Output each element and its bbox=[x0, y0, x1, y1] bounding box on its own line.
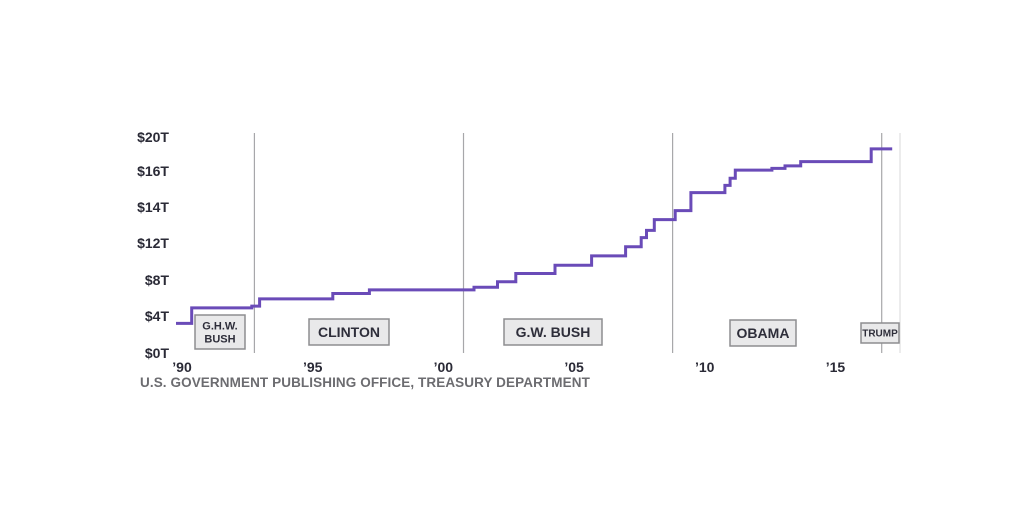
era-box bbox=[194, 314, 246, 350]
era-box bbox=[729, 319, 797, 347]
y-tick-label: $14T bbox=[137, 199, 169, 215]
x-tick-label: ’10 bbox=[695, 359, 715, 375]
y-tick-label: $0T bbox=[145, 345, 170, 361]
debt-series-line bbox=[176, 147, 893, 325]
era-dividers bbox=[253, 133, 901, 353]
y-tick-label: $12T bbox=[137, 235, 169, 251]
era-label-text: CLINTON bbox=[318, 324, 380, 340]
era-label-text: TRUMP bbox=[862, 329, 898, 340]
x-tick-label: ’00 bbox=[434, 359, 454, 375]
x-tick-label: ’05 bbox=[564, 359, 584, 375]
x-tick-label: ’15 bbox=[826, 359, 846, 375]
y-tick-label: $20T bbox=[137, 129, 169, 145]
era-box bbox=[503, 318, 603, 346]
y-tick-label: $4T bbox=[145, 308, 170, 324]
series-line-group bbox=[176, 147, 893, 325]
y-axis: $0T $4T $8T $12T $14T $16T $20T bbox=[137, 129, 169, 361]
era-label-text: BUSH bbox=[204, 333, 235, 345]
era-label-text: G.H.W. bbox=[202, 320, 237, 332]
era-label-obama: OBAMA bbox=[729, 319, 797, 347]
x-tick-label: ’90 bbox=[172, 359, 192, 375]
era-label-text: OBAMA bbox=[737, 325, 790, 341]
era-labels: G.H.W.BUSH CLINTON G.W. BUSH OBAMA TRUMP bbox=[194, 314, 900, 350]
era-label-g-h-w-bush: G.H.W.BUSH bbox=[194, 314, 246, 350]
era-label-trump: TRUMP bbox=[860, 322, 900, 344]
era-box bbox=[308, 318, 390, 346]
era-label-clinton: CLINTON bbox=[308, 318, 390, 346]
era-label-g-w-bush: G.W. BUSH bbox=[503, 318, 603, 346]
x-axis: ’90 ’95 ’00 ’05 ’10 ’15 bbox=[172, 359, 845, 375]
era-label-text: G.W. BUSH bbox=[516, 324, 591, 340]
y-tick-label: $8T bbox=[145, 272, 170, 288]
era-box bbox=[860, 322, 900, 344]
source-note: U.S. GOVERNMENT PUBLISHING OFFICE, TREAS… bbox=[140, 375, 590, 390]
y-tick-label: $16T bbox=[137, 163, 169, 179]
x-tick-label: ’95 bbox=[303, 359, 323, 375]
